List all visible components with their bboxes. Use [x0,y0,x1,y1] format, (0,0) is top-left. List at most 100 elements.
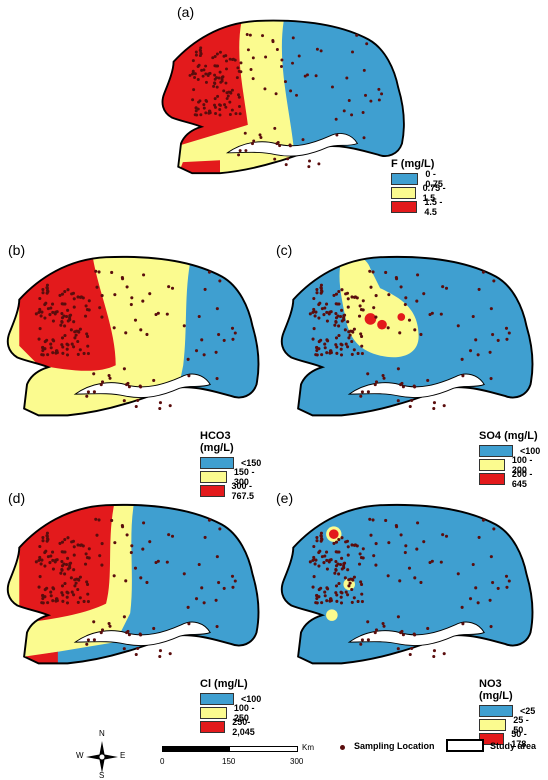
sampling-point [237,153,241,157]
sampling-point [235,76,239,80]
sampling-point [275,142,279,146]
sampling-point [112,574,116,578]
sampling-point [259,135,263,139]
sampling-point [193,75,197,79]
sampling-point [51,338,55,342]
sampling-point [125,533,129,537]
sampling-point [76,600,80,604]
sampling-point [336,302,340,306]
sampling-point [86,600,90,604]
sampling-point [34,312,38,316]
study-area-label: Study area [490,741,537,751]
sampling-point [264,55,268,59]
sampling-point [65,353,70,357]
sampling-point [108,376,112,380]
legend-class-d-3: 250- 2,045 [232,717,255,737]
sampling-point [322,313,326,317]
sampling-point [377,98,381,102]
sampling-point [49,346,53,350]
sampling-point [317,564,321,568]
sampling-point [317,162,321,166]
sampling-point [69,313,73,317]
sampling-point [491,333,495,337]
sampling-point [350,113,354,117]
sampling-point [191,98,195,102]
sampling-point [381,621,385,626]
sampling-point [359,394,363,398]
sampling-point [320,307,324,311]
sampling-point [225,59,228,63]
sampling-point [158,401,162,405]
sampling-point [78,596,82,600]
sampling-point [107,621,111,626]
sampling-point [99,631,103,635]
legend-class-a-1: 0 - 0.75 [425,169,443,189]
sampling-point [41,594,45,598]
legend-swatch-c-1 [479,445,513,457]
sampling-point [355,33,359,37]
sampling-point [489,555,493,559]
sampling-point [43,340,47,344]
sampling-point [430,559,434,563]
sampling-point [60,319,64,324]
sampling-point [234,112,238,116]
sampling-point [49,554,53,558]
sampling-point [60,584,65,588]
sampling-point [45,286,49,290]
sampling-point [76,339,80,344]
legend-b: HCO3 (mg/L) <150 150 - 300 300 - 767.5 [200,430,264,501]
sampling-point [85,394,89,398]
sampling-point [39,562,43,566]
sampling-point [338,314,343,319]
sampling-point [214,350,218,354]
sampling-point [70,342,74,346]
sampling-point [369,533,373,537]
sampling-point [340,556,344,560]
sampling-point [156,559,160,563]
sampling-point [76,352,80,356]
panel-label-e: (e) [276,490,294,506]
sampling-point [323,590,327,594]
sampling-point [75,329,79,333]
sampling-point [366,620,370,624]
sampling-point [340,308,344,312]
sampling-point [70,292,74,296]
legend-e: NO3 (mg/L) <25 25 - 50 50 - 178 [479,678,535,749]
sampling-point [308,312,312,316]
sampling-point [170,286,175,290]
sampling-point [373,383,377,387]
sampling-point [297,54,301,58]
sampling-point [399,533,403,537]
sampling-point [356,351,360,355]
sampling-point [236,93,240,97]
sampling-point [65,595,69,599]
sampling-point [342,318,346,322]
sampling-point [45,534,49,538]
sampling-point [196,78,200,82]
sampling-point [168,404,172,408]
sampling-point [474,338,478,342]
sampling-point [124,331,128,335]
sampling-point [226,94,230,98]
sampling-point [78,575,82,579]
sampling-point [198,54,202,58]
sampling-point [244,149,248,153]
sampling-point [233,579,237,583]
sampling-point [426,626,430,630]
sampling-point [372,306,376,310]
sampling-point [212,84,216,88]
sampling-point [63,290,67,294]
sampling-point [430,311,434,315]
sampling-point [86,592,90,596]
sampling-point [312,575,316,579]
sampling-point [72,593,76,597]
sampling-point [359,332,363,336]
sampling-point [73,584,77,588]
sampling-point [350,339,354,344]
sampling-point [63,538,67,542]
sampling-point [349,329,353,333]
sampling-point [360,352,364,356]
sampling-point [48,313,52,317]
sampling-point [223,103,227,107]
sampling-point [44,549,48,553]
